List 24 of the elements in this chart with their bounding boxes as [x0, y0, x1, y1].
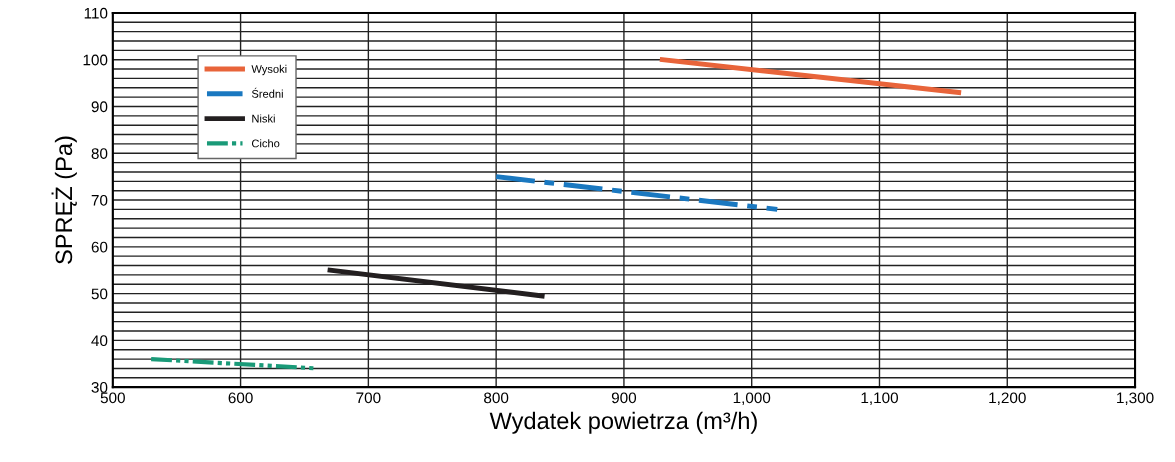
y-axis-title: SPRĘŻ (Pa): [51, 136, 77, 264]
y-tick-label: 30: [91, 382, 108, 393]
x-tick-label: 500: [100, 392, 125, 404]
y-tick-label: 100: [83, 54, 108, 66]
y-tick-label: 60: [91, 241, 108, 253]
x-tick-label: 800: [484, 392, 509, 404]
x-tick-label: 1,000: [733, 392, 771, 406]
x-axis-title: Wydatek powietrza (m³/h): [489, 411, 757, 434]
x-tick-label: 1,100: [861, 392, 899, 406]
x-tick-label: 1,200: [989, 392, 1026, 406]
y-tick-label: 50: [91, 288, 108, 300]
x-tick-label: 600: [228, 392, 253, 404]
legend-label: Cicho: [251, 139, 280, 148]
x-tick-label: 700: [356, 392, 381, 404]
y-tick-label: 80: [91, 148, 108, 159]
legend-label: Średni: [251, 87, 283, 98]
y-tick-label: 40: [91, 335, 108, 347]
legend-label: Wysoki: [251, 64, 287, 76]
y-tick-label: 110: [84, 7, 108, 19]
y-tick-label: 90: [91, 101, 108, 113]
x-tick-label: 1,300: [1117, 392, 1154, 406]
legend-label: Niski: [252, 114, 275, 123]
y-tick-label: 70: [91, 194, 108, 206]
x-tick-label: 900: [611, 392, 637, 404]
